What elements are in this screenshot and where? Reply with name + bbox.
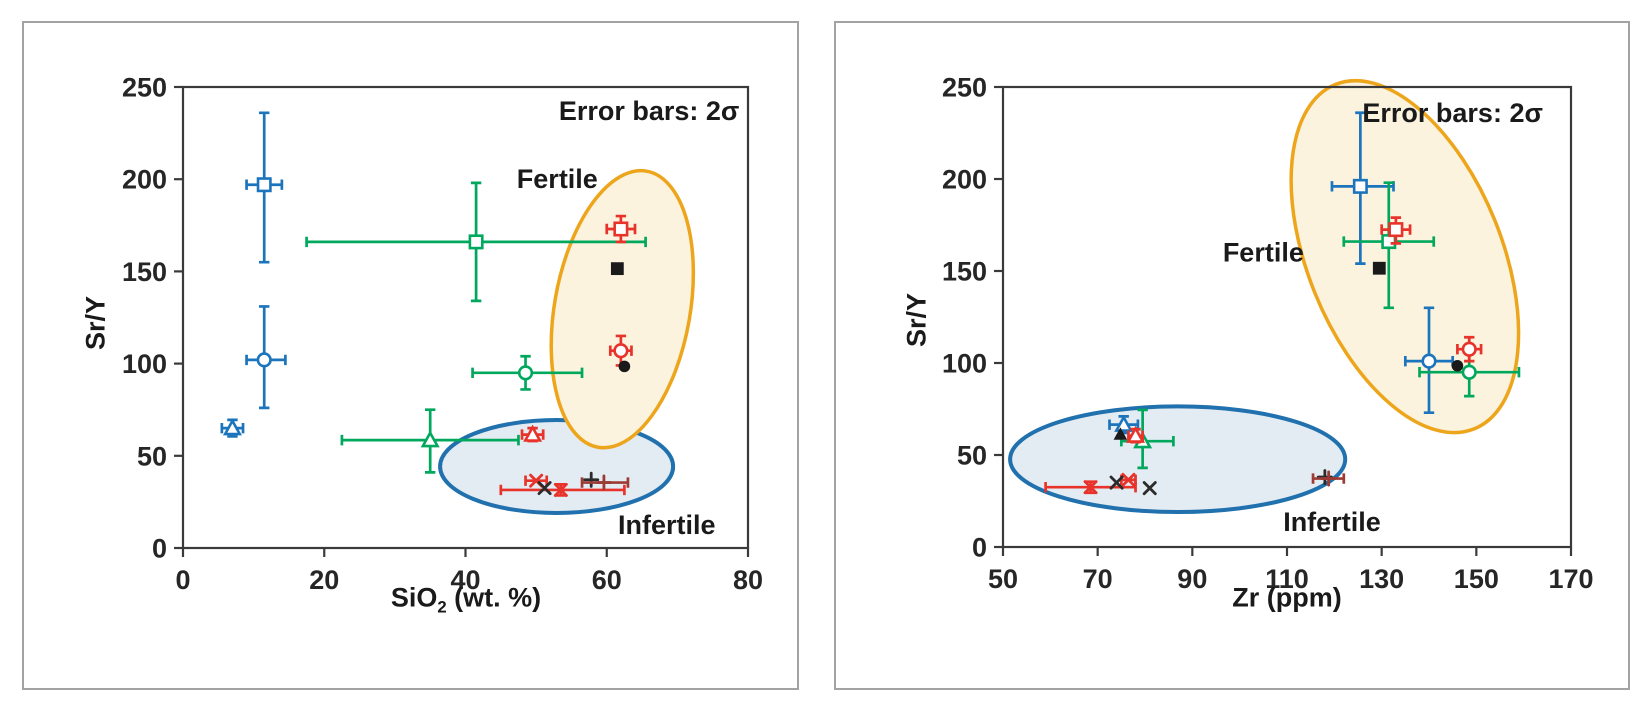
black-circle-filled-marker — [1451, 359, 1464, 372]
error-note-label: Error bars: 2σ — [559, 96, 740, 126]
x-axis-title-text: Zr (ppm) — [1232, 582, 1342, 613]
red-x-marker — [553, 482, 568, 497]
green-circle-marker — [517, 365, 534, 381]
x-tick-label: 80 — [733, 565, 763, 595]
y-tick-label: 0 — [972, 533, 987, 563]
black-x-marker — [1109, 475, 1124, 490]
y-tick-label: 0 — [152, 534, 167, 564]
x-tick-label: 20 — [309, 565, 339, 595]
green-circle-marker — [1461, 364, 1477, 380]
x-axis-title-text: SiO — [390, 582, 438, 613]
black-circle-filled-marker — [618, 360, 631, 373]
y-tick-label: 150 — [122, 257, 167, 287]
x-axis-title-subscript: 2 — [437, 597, 447, 617]
x-tick-label: 60 — [592, 565, 622, 595]
fertile-label: Fertile — [1223, 238, 1304, 268]
y-tick-label: 250 — [122, 73, 167, 103]
x-tick-label: 90 — [1177, 564, 1207, 594]
fertile-label: Fertile — [517, 164, 598, 194]
darkred-plus-marker — [1320, 470, 1337, 487]
blue-square-marker — [256, 177, 272, 193]
x-tick-label: 170 — [1548, 564, 1593, 594]
red-square-marker — [1388, 222, 1404, 238]
y-tick-label: 50 — [957, 441, 987, 471]
left-chart-svg: 0 20 40 60 80 0 50 100 150 200 250 Error bars: 2σ Fe… — [122, 73, 763, 596]
darkred-plus-marker — [595, 474, 612, 491]
blue-triangle-marker — [1114, 414, 1134, 432]
infertile-label: Infertile — [618, 510, 716, 540]
red-triangle-marker — [1126, 425, 1146, 443]
y-tick-label: 100 — [122, 349, 167, 379]
black-x-marker — [1142, 481, 1157, 496]
y-tick-label: 200 — [122, 165, 167, 195]
x-axis-title-units: (wt. %) — [446, 582, 542, 613]
blue-circle-marker — [256, 352, 272, 368]
black-plus-marker — [583, 471, 600, 488]
y-tick-label: 150 — [942, 257, 987, 287]
red-circle-marker — [1461, 341, 1477, 357]
blue-circle-marker — [1421, 353, 1437, 369]
right-x-axis-title: Zr (ppm) — [1232, 582, 1341, 617]
black-square-filled-marker — [1372, 261, 1386, 275]
x-tick-label: 40 — [450, 565, 480, 595]
y-tick-label: 200 — [942, 165, 987, 195]
red-x-marker — [1121, 472, 1136, 487]
y-tick-label: 250 — [942, 73, 987, 103]
x-tick-label: 70 — [1083, 564, 1113, 594]
infertile-ellipse — [1008, 404, 1348, 515]
x-tick-label: 0 — [175, 565, 190, 595]
x-tick-label: 150 — [1454, 564, 1499, 594]
error-note-label: Error bars: 2σ — [1362, 98, 1543, 128]
red-square-marker — [613, 221, 629, 237]
left-x-axis-title: SiO2 (wt. %) — [391, 582, 541, 617]
red-circle-marker — [613, 343, 629, 359]
right-y-axis-title: Sr/Y — [901, 292, 932, 348]
infertile-label: Infertile — [1283, 507, 1381, 537]
blue-square-marker — [1352, 178, 1368, 194]
left-y-axis-title: Sr/Y — [80, 295, 111, 351]
black-triangle-filled-marker — [1113, 427, 1128, 440]
black-x-marker — [537, 481, 552, 496]
y-tick-label: 100 — [942, 349, 987, 379]
fertile-ellipse — [549, 168, 696, 450]
black-square-filled-marker — [610, 262, 624, 276]
infertile-ellipse — [438, 418, 676, 515]
red-triangle-marker — [523, 424, 543, 442]
red-x-marker — [1083, 480, 1098, 495]
y-tick-label: 50 — [137, 441, 167, 471]
green-square-marker — [468, 234, 484, 250]
x-tick-label: 130 — [1359, 564, 1404, 594]
green-square-marker — [1381, 234, 1397, 250]
left-chart-panel: 0 20 40 60 80 0 50 100 150 200 250 Error bars: 2σ Fe… — [22, 21, 799, 690]
fertile-ellipse — [1289, 78, 1521, 435]
x-tick-label: 50 — [988, 564, 1018, 594]
x-tick-label: 110 — [1265, 564, 1309, 594]
blue-triangle-marker — [222, 418, 242, 436]
right-chart-panel: 50 70 90 110 130 150 170 0 50 100 150 200 250 Error b… — [834, 21, 1630, 690]
green-triangle-marker — [420, 430, 440, 448]
